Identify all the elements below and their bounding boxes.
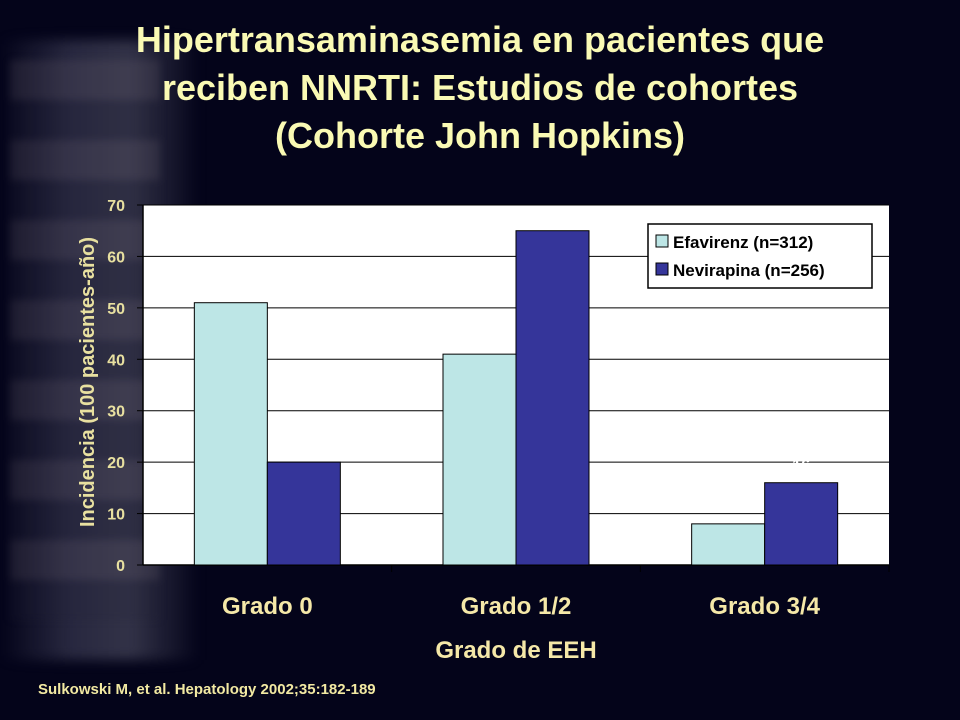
bar [193, 302, 268, 566]
data-label: 8 [724, 499, 733, 516]
data-label: 51 [222, 278, 240, 295]
bar [515, 230, 590, 566]
legend-swatch [655, 262, 669, 276]
citation: Sulkowski M, et al. Hepatology 2002;35:1… [38, 681, 376, 698]
legend-swatch [655, 234, 669, 248]
y-tick-label: 30 [107, 404, 125, 421]
background-photo-texture [10, 60, 160, 620]
y-tick-label: 60 [107, 249, 125, 266]
y-tick-label: 70 [107, 198, 125, 215]
title-line-2: reciben NNRTI: Estudios de cohortes [161, 67, 799, 108]
legend-label: Efavirenz (n=312) [673, 233, 813, 252]
y-tick-label: 20 [107, 455, 125, 472]
y-axis-title: Incidencia (100 pacientes-año) [77, 237, 99, 527]
data-label: 41 [471, 329, 489, 346]
category-label: Grado 0 [222, 593, 313, 620]
legend [647, 223, 873, 289]
legend-label: Nevirapina (n=256) [673, 261, 825, 280]
slide-title: Hipertransaminasemia en pacientes que re… [0, 16, 960, 160]
x-axis-title: Grado de EEH [435, 637, 596, 664]
data-label: 16 [792, 458, 810, 475]
y-tick-label: 40 [107, 352, 125, 369]
category-label: Grado 3/4 [709, 593, 820, 620]
y-tick-label: 10 [107, 507, 125, 524]
bar [691, 523, 766, 566]
y-tick-label: 50 [107, 301, 125, 318]
title-line-1: Hipertransaminasemia en pacientes que [135, 19, 825, 60]
data-label: 20 [295, 437, 313, 454]
category-label: Grado 1/2 [461, 593, 572, 620]
title-line-3: (Cohorte John Hopkins) [275, 115, 685, 156]
bar [764, 482, 839, 566]
y-tick-label: 0 [116, 558, 125, 575]
data-label: 65 [544, 206, 562, 223]
bar [266, 461, 341, 566]
bar [442, 353, 517, 566]
